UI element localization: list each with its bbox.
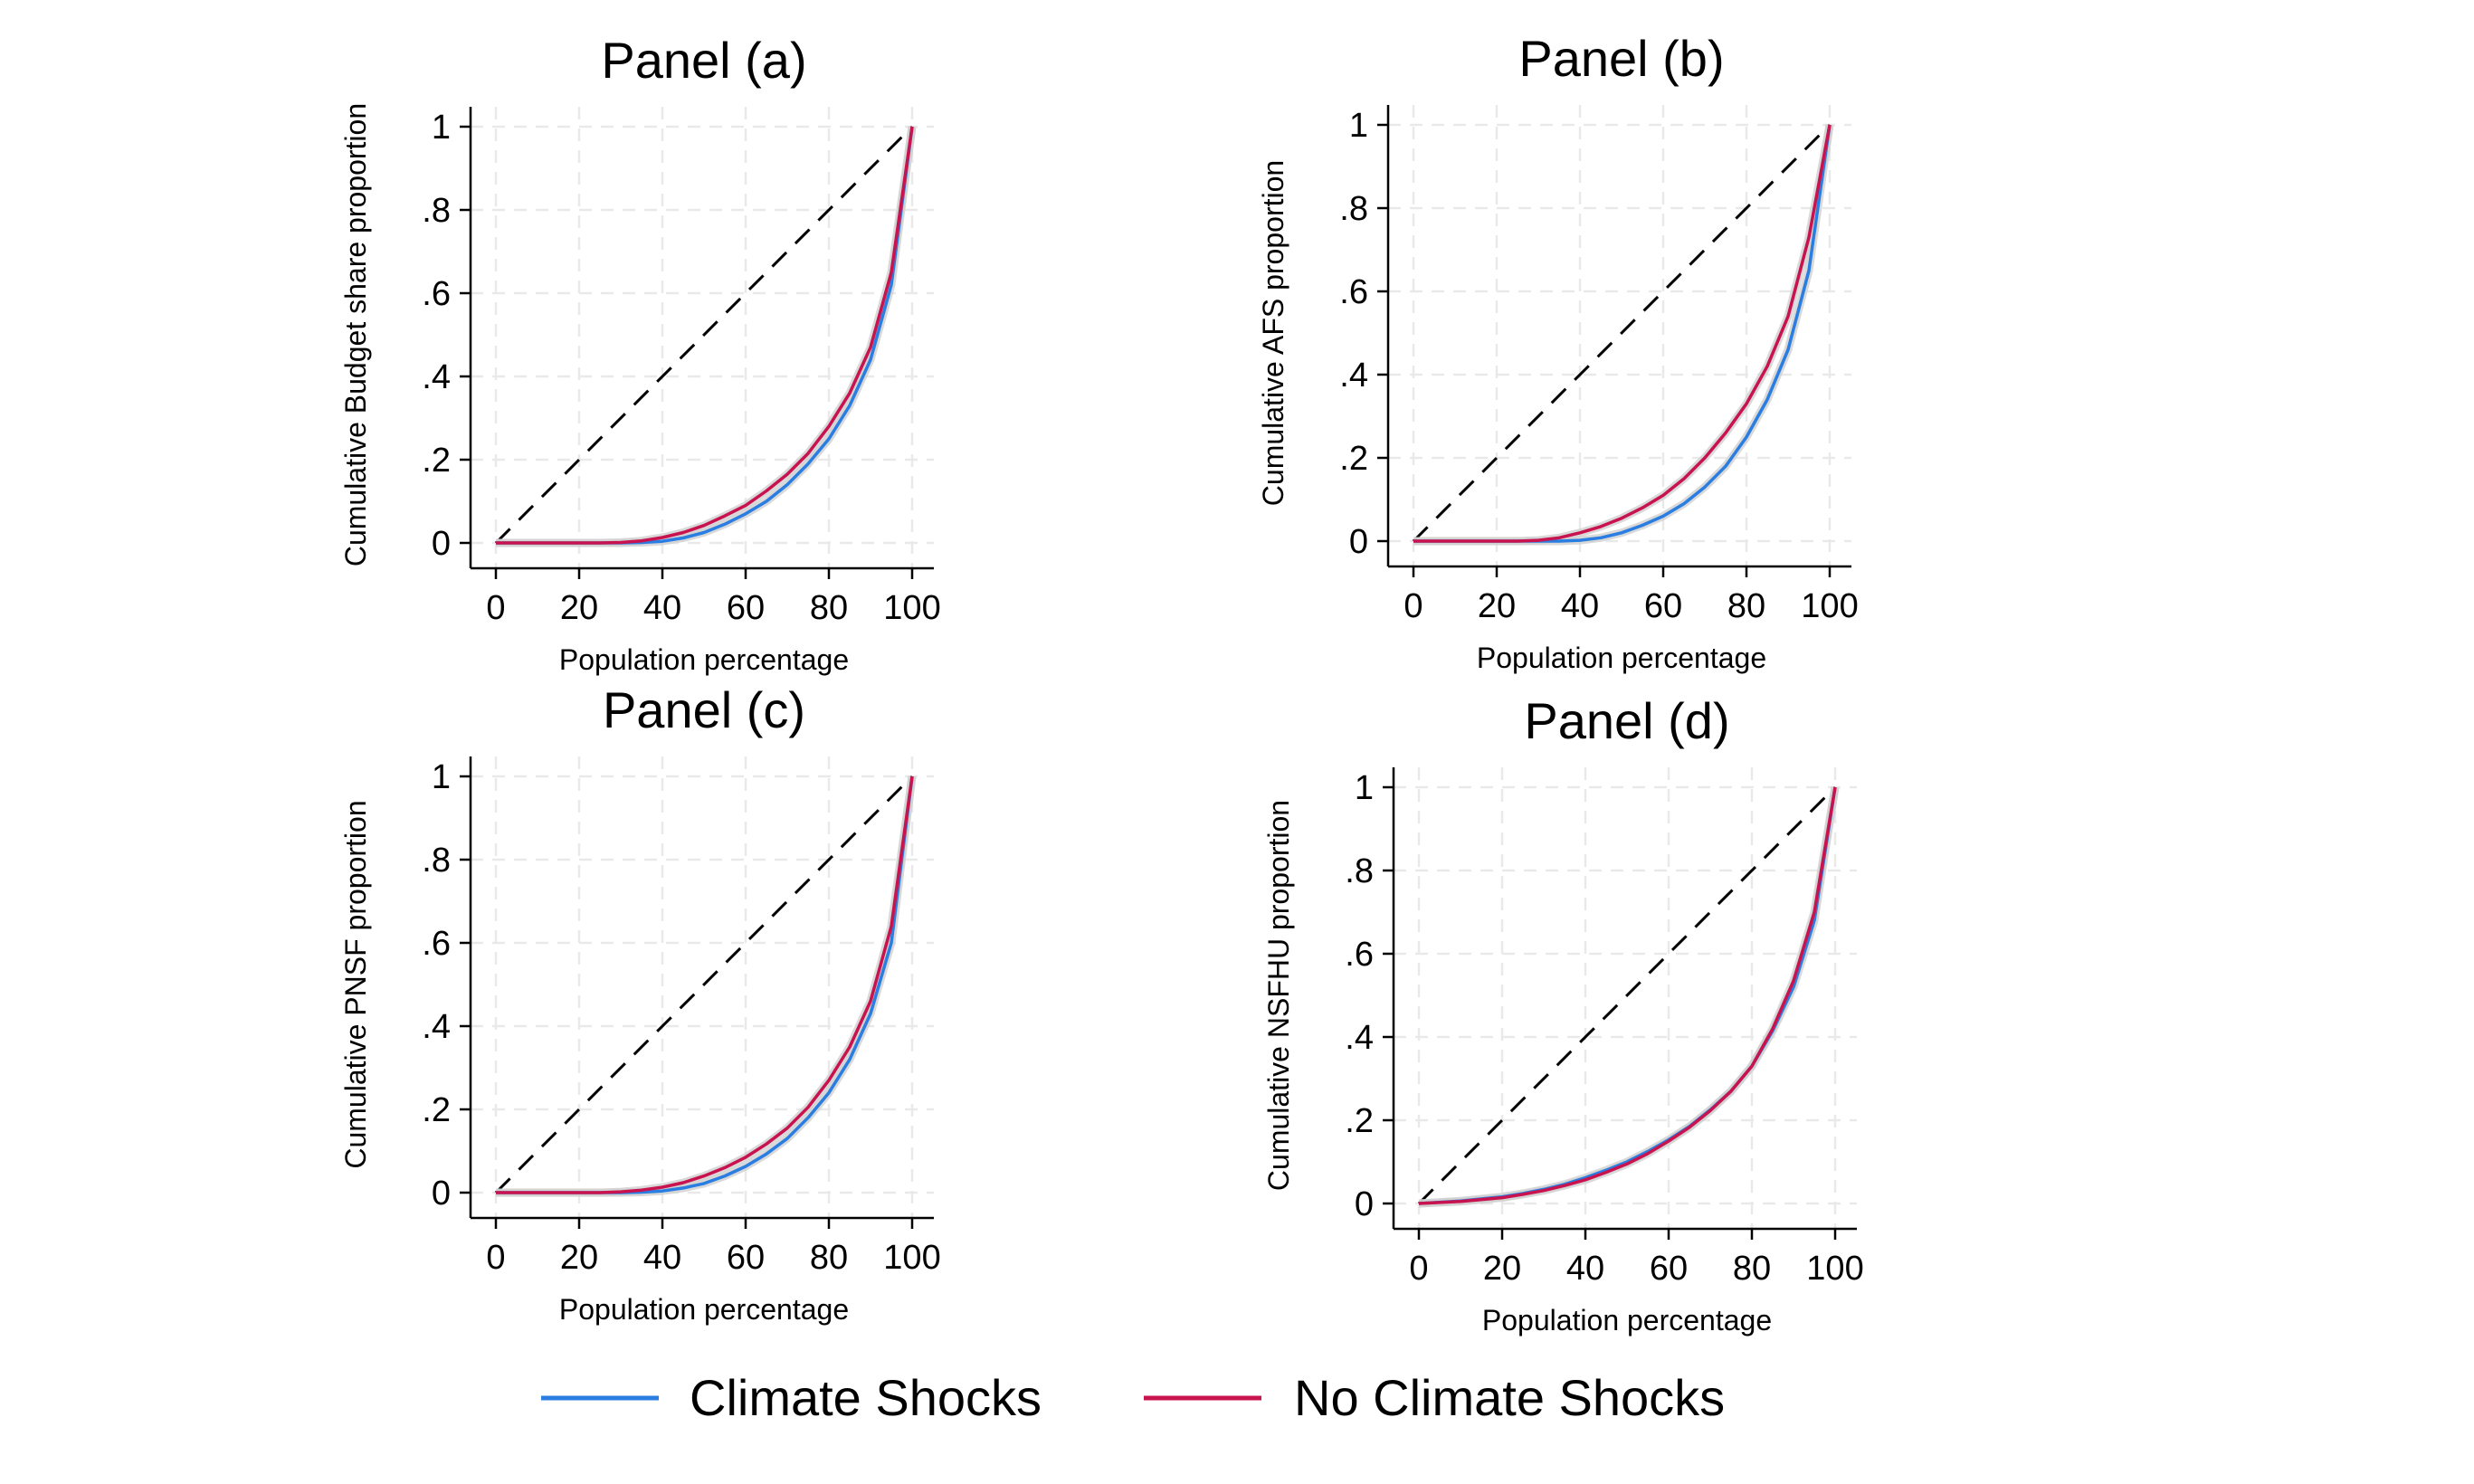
x-tick-label: 100 bbox=[883, 1239, 940, 1277]
panel-c: 0 20 40 60 80 100 0 .2 .4 .6 .8 1 Panel (c) Populatio… bbox=[339, 681, 941, 1326]
legend-label-climate-shocks: Climate Shocks bbox=[690, 1369, 1042, 1426]
x-tick-label: 60 bbox=[1644, 587, 1682, 625]
y-tick-label: .8 bbox=[1339, 190, 1368, 228]
y-tick-label: .4 bbox=[422, 358, 451, 396]
y-tick-label: .6 bbox=[422, 925, 451, 963]
x-tick-label: 40 bbox=[643, 1239, 681, 1277]
y-tick-label: .4 bbox=[1339, 357, 1368, 395]
y-tick-label: .8 bbox=[1345, 852, 1374, 890]
x-tick-label: 80 bbox=[1733, 1250, 1771, 1288]
series-line-no-climate-shocks bbox=[496, 775, 914, 1194]
x-tick-label: 100 bbox=[1806, 1250, 1863, 1288]
y-tick-label: .8 bbox=[422, 192, 451, 230]
x-tick-label: 40 bbox=[1566, 1250, 1604, 1288]
x-tick-label: 80 bbox=[810, 589, 848, 627]
y-tick-label: 0 bbox=[1355, 1185, 1374, 1223]
x-tick-label: 100 bbox=[883, 589, 940, 627]
panel-b: 0 20 40 60 80 100 0 .2 .4 .6 .8 1 Panel (b) Populatio… bbox=[1257, 30, 1859, 674]
panel-b-title: Panel (b) bbox=[1518, 30, 1724, 87]
series-line-no-climate-shocks bbox=[1413, 124, 1832, 543]
legend: Climate Shocks No Climate Shocks bbox=[541, 1369, 1725, 1426]
y-axis-label: Cumulative AFS proportion bbox=[1257, 160, 1289, 506]
x-tick-label: 20 bbox=[1478, 587, 1516, 625]
y-tick-label: .4 bbox=[422, 1008, 451, 1046]
y-tick-label: .6 bbox=[422, 275, 451, 313]
legend-label-no-climate-shocks: No Climate Shocks bbox=[1294, 1369, 1725, 1426]
x-axis-label: Population percentage bbox=[1477, 642, 1766, 674]
y-tick-label: 0 bbox=[432, 525, 451, 563]
panel-a-title: Panel (a) bbox=[601, 32, 806, 89]
series-line-no-climate-shocks bbox=[1418, 786, 1837, 1205]
panel-c-title: Panel (c) bbox=[603, 681, 805, 738]
y-tick-label: 1 bbox=[1355, 769, 1374, 807]
x-axis-label: Population percentage bbox=[559, 643, 849, 676]
y-axis-label: Cumulative NSFHU proportion bbox=[1262, 800, 1295, 1191]
x-tick-label: 40 bbox=[1561, 587, 1599, 625]
x-tick-label: 40 bbox=[643, 589, 681, 627]
series-line-no-climate-shocks bbox=[496, 126, 914, 545]
y-tick-label: .6 bbox=[1345, 936, 1374, 974]
x-tick-label: 60 bbox=[727, 589, 765, 627]
y-tick-label: .8 bbox=[422, 842, 451, 880]
x-tick-label: 20 bbox=[560, 1239, 598, 1277]
equality-line bbox=[1412, 123, 1832, 543]
y-tick-label: .2 bbox=[422, 1091, 451, 1129]
y-tick-label: .2 bbox=[422, 442, 451, 480]
x-axis-label: Population percentage bbox=[1482, 1304, 1772, 1337]
y-axis-label: Cumulative PNSF proportion bbox=[339, 800, 372, 1168]
x-tick-label: 0 bbox=[486, 1239, 505, 1277]
x-tick-label: 0 bbox=[486, 589, 505, 627]
panel-d-title: Panel (d) bbox=[1524, 692, 1729, 749]
y-tick-label: 0 bbox=[1349, 523, 1368, 561]
y-tick-label: 1 bbox=[1349, 107, 1368, 145]
y-tick-label: 1 bbox=[432, 109, 451, 147]
x-tick-label: 80 bbox=[1727, 587, 1765, 625]
panel-d: 0 20 40 60 80 100 0 .2 .4 .6 .8 1 Panel (d) Populatio… bbox=[1262, 692, 1864, 1337]
y-tick-label: 1 bbox=[432, 758, 451, 796]
y-tick-label: 0 bbox=[432, 1175, 451, 1213]
x-tick-label: 0 bbox=[1409, 1250, 1428, 1288]
y-tick-label: .4 bbox=[1345, 1019, 1374, 1057]
y-tick-label: .2 bbox=[1345, 1102, 1374, 1140]
y-tick-label: .2 bbox=[1339, 440, 1368, 478]
x-tick-label: 80 bbox=[810, 1239, 848, 1277]
x-tick-label: 20 bbox=[1483, 1250, 1521, 1288]
x-tick-label: 0 bbox=[1404, 587, 1423, 625]
x-tick-label: 60 bbox=[1650, 1250, 1688, 1288]
x-axis-label: Population percentage bbox=[559, 1293, 849, 1326]
equality-line bbox=[494, 775, 914, 1194]
x-tick-label: 100 bbox=[1801, 587, 1858, 625]
panel-a: 0 20 40 60 80 100 0 .2 .4 .6 .8 1 Panel (a) Populatio… bbox=[339, 32, 941, 676]
equality-line bbox=[494, 125, 914, 545]
x-tick-label: 60 bbox=[727, 1239, 765, 1277]
equality-line bbox=[1417, 785, 1837, 1205]
x-tick-label: 20 bbox=[560, 589, 598, 627]
y-axis-label: Cumulative Budget share proportion bbox=[339, 103, 372, 566]
y-tick-label: .6 bbox=[1339, 273, 1368, 311]
